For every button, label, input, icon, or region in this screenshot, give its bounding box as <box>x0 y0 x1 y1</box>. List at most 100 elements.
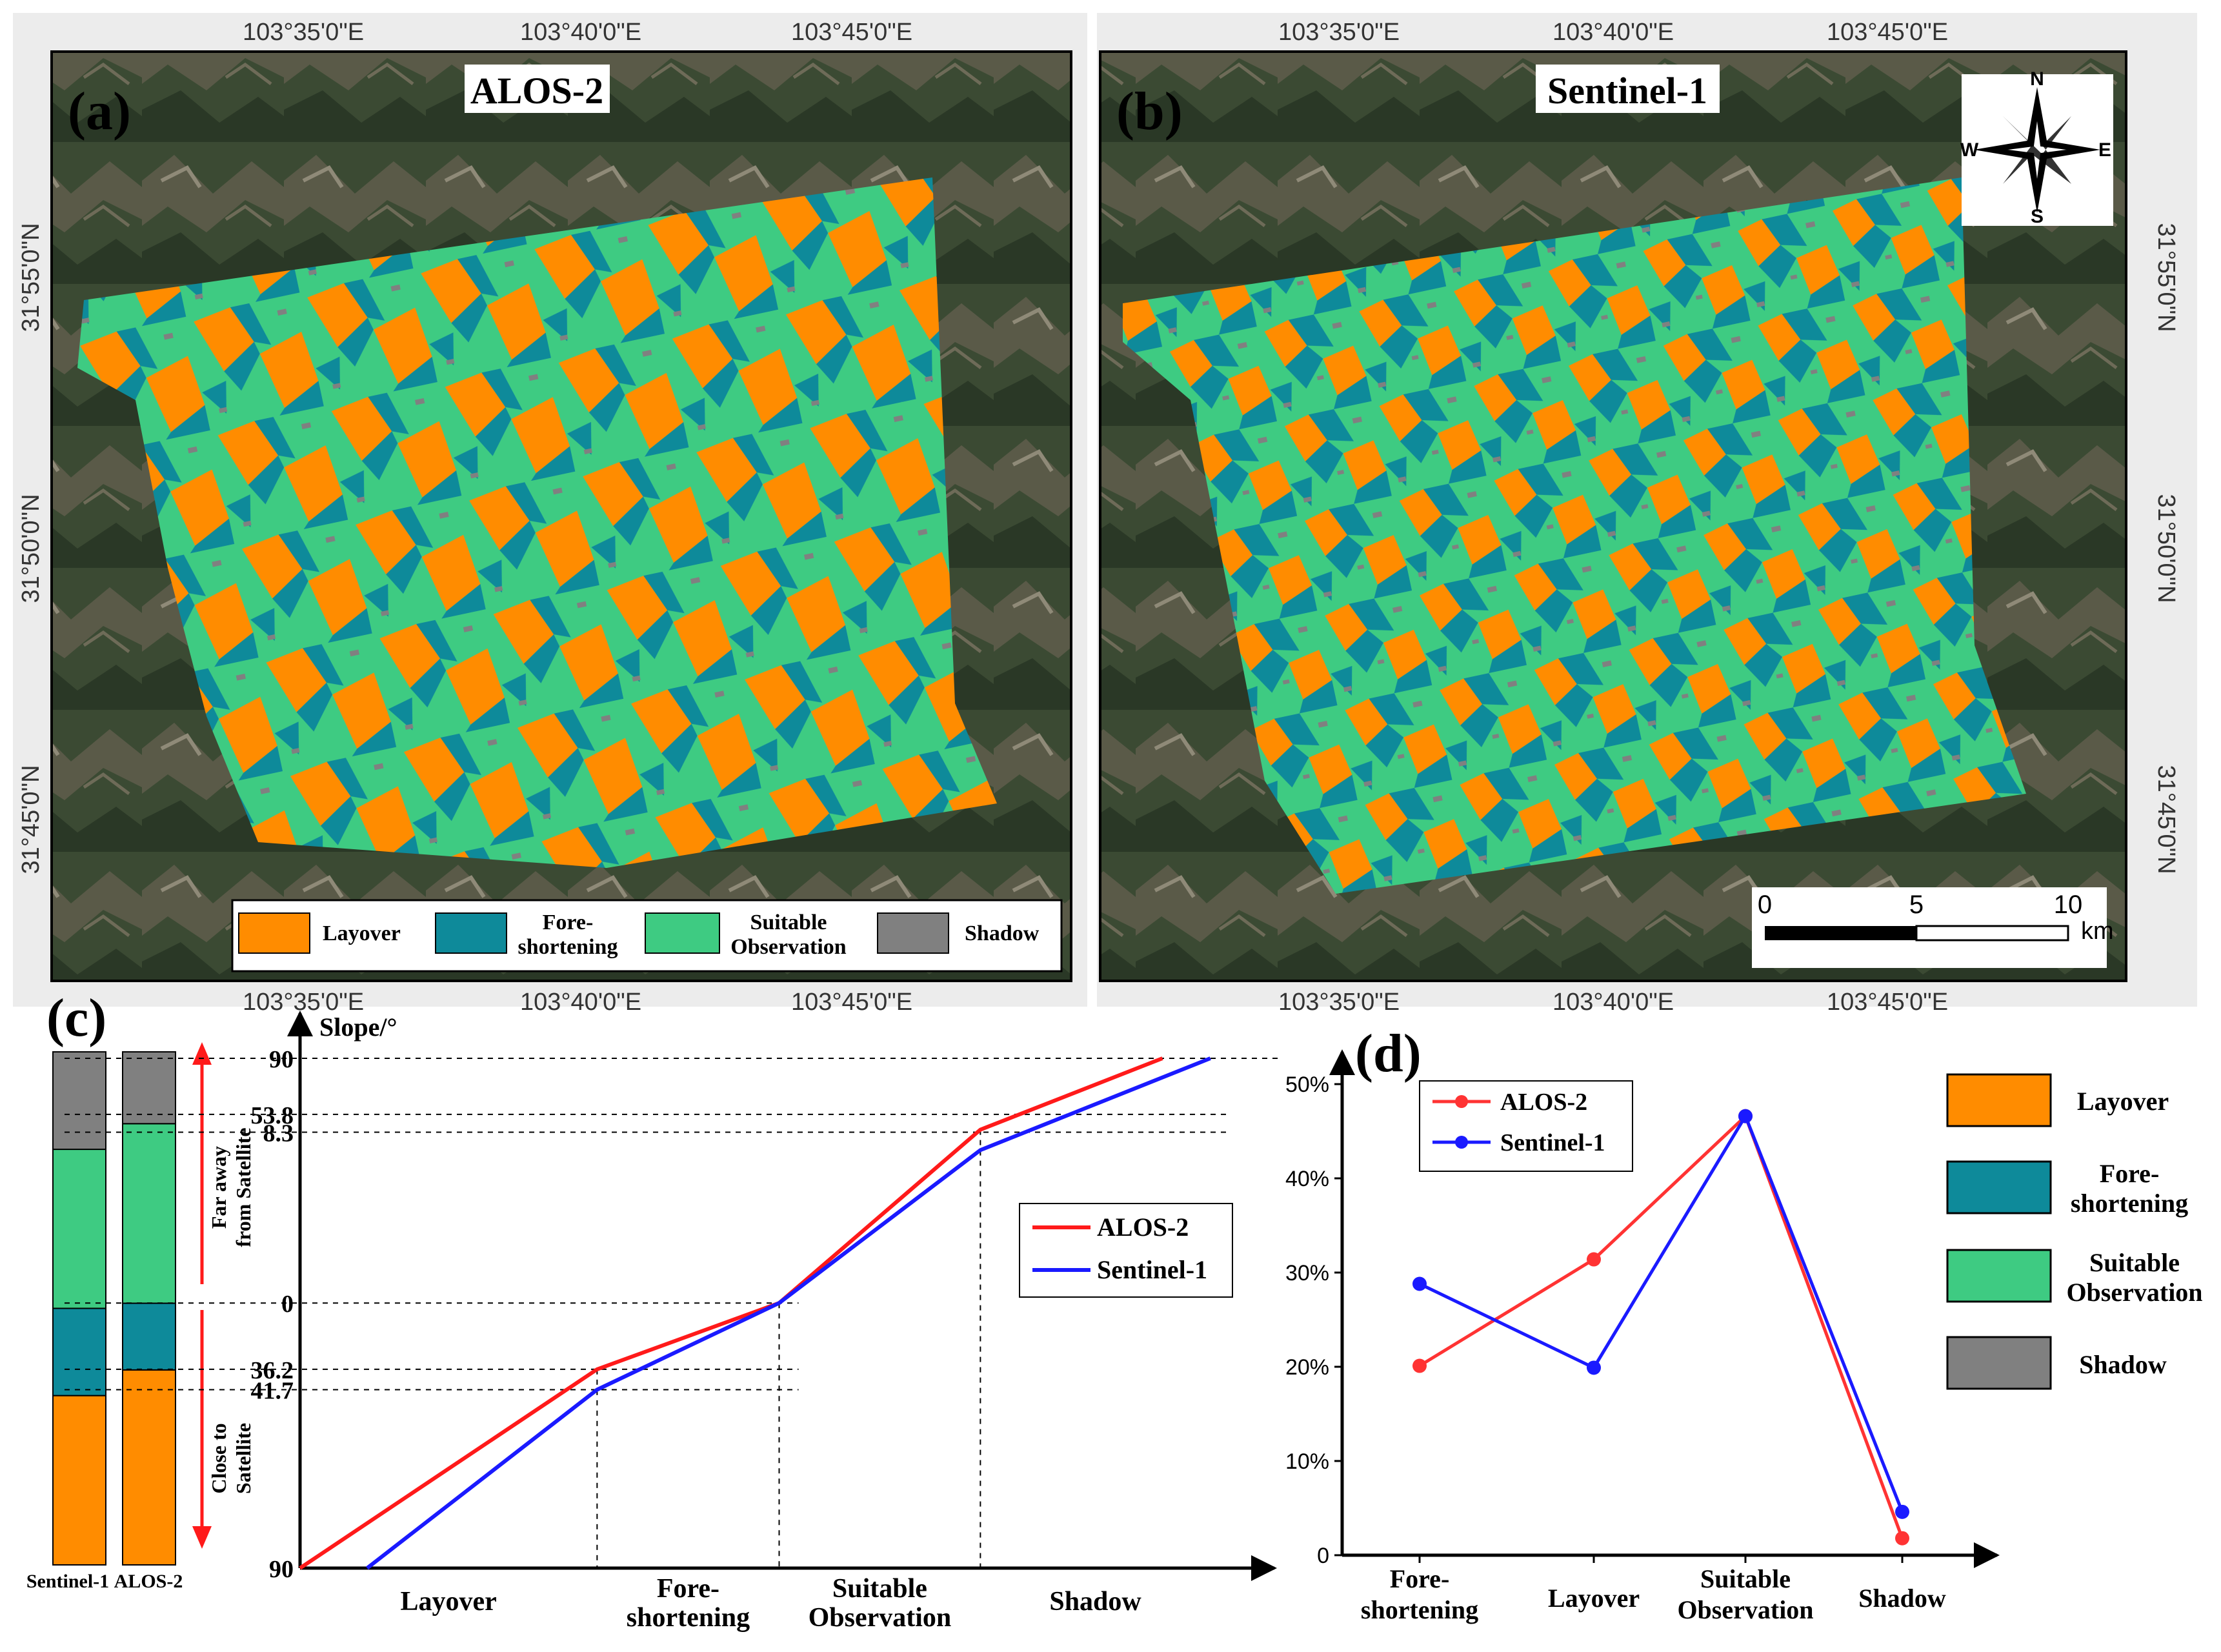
c-legend-label-sentinel1: Sentinel-1 <box>1097 1255 1207 1284</box>
c-legend-label-alos2: ALOS-2 <box>1097 1213 1189 1242</box>
d-x-category-label: Layover <box>1548 1584 1640 1613</box>
tick-label: 103°40'0"E <box>520 19 641 46</box>
bar-segment-shadow-0 <box>52 1051 106 1151</box>
panel-b-letter: (b) <box>1116 81 1183 141</box>
panel-a-classification <box>77 177 997 868</box>
c-series-line-sentinel-1 <box>366 1056 1211 1570</box>
panel-b: (b) Sentinel-1 N S E W 0 5 10 km 103°35'… <box>1097 13 2197 1016</box>
scalebar-black <box>1765 926 1916 940</box>
panel-b-title-box <box>1536 65 1720 113</box>
d-lines <box>1412 1109 1909 1546</box>
d-class-legend: Layover Fore-shortening Suitable Observat… <box>1946 1073 2203 1390</box>
c-series-line-alos-2 <box>299 1056 1163 1570</box>
bar-segment-shadow-1 <box>122 1051 176 1125</box>
d-class-swatch-shadow <box>1946 1336 2052 1390</box>
legend-label-foreshortening: Fore-shortening <box>518 911 618 959</box>
bar-segment-layover-0 <box>52 1395 106 1566</box>
c-y-tick-label: 90 <box>269 1556 294 1583</box>
d-y-tick-label: 10% <box>1285 1449 1329 1474</box>
label-line: Close to <box>207 1423 230 1493</box>
d-legend-marker-alos2 <box>1455 1095 1468 1108</box>
panel-b-bottom-ticks: 103°35'0"E 103°40'0"E 103°45'0"E <box>1278 989 1948 1016</box>
panel-d: (d) 010%20%30%40%50% Fore-shortening Layo… <box>1285 1023 2203 1624</box>
legend-label-suitable: Suitable Observation <box>730 911 847 959</box>
arrow-near-head <box>192 1526 212 1549</box>
d-y-tick-label: 0 <box>1317 1544 1329 1568</box>
tick-label: 103°35'0"E <box>243 989 364 1016</box>
c-y-tick-label: 90 <box>269 1046 294 1073</box>
d-legend: ALOS-2 Sentinel-1 <box>1419 1080 1633 1172</box>
c-legend: ALOS-2 Sentinel-1 <box>1019 1203 1233 1298</box>
d-x-category-label: shortening <box>1361 1595 1478 1624</box>
d-legend-label-alos2: ALOS-2 <box>1500 1089 1587 1116</box>
c-y-tick-label: 8.3 <box>263 1120 294 1147</box>
label-far-from-satellite: Far awayfrom Satellite <box>207 1127 255 1247</box>
d-class-swatch-suitable <box>1946 1249 2052 1303</box>
tick-label: 103°35'0"E <box>1278 989 1400 1016</box>
arrow-far-head <box>192 1042 212 1065</box>
legend-line: Fore- <box>2100 1159 2160 1188</box>
panel-c-letter: (c) <box>46 988 106 1048</box>
label-line: Far away <box>207 1146 230 1229</box>
panel-a-left-ticks: 31°55'0"N 31°50'0"N 31°45'0"N <box>17 223 45 874</box>
tick-label: 103°45'0"E <box>1827 19 1948 46</box>
d-point-sentinel-1 <box>1412 1276 1427 1291</box>
d-point-sentinel-1 <box>1738 1109 1753 1123</box>
bar-segment-layover-1 <box>122 1369 176 1566</box>
tick-label: 31°50'0"N <box>17 494 45 603</box>
c-x-categories: Layover Fore-shortening SuitableObservatio… <box>401 1574 1142 1633</box>
panel-b-right-ticks: 31°55'0"N 31°50'0"N 31°45'0"N <box>2153 223 2180 874</box>
bar-label-alos2: ALOS-2 <box>114 1571 183 1592</box>
stacked-bars <box>52 1051 176 1566</box>
tick-label: 103°45'0"E <box>791 989 912 1016</box>
legend-line: Observation <box>2066 1278 2202 1307</box>
c-y-tick-label: 41.7 <box>251 1378 294 1405</box>
d-y-ticks: 0 10% 20% 30% 40% 50% <box>1285 1073 1342 1568</box>
tick-label: 31°45'0"N <box>2153 765 2180 874</box>
panel-a-title: ALOS-2 <box>470 70 603 112</box>
panel-b-title: Sentinel-1 <box>1547 70 1707 112</box>
d-y-tick-label: 20% <box>1285 1355 1329 1380</box>
c-y-tick-label: 0 <box>281 1291 294 1318</box>
tick-label: 103°45'0"E <box>791 19 912 46</box>
d-class-swatch-foreshortening <box>1946 1160 2052 1214</box>
c-guides <box>65 1058 1278 1568</box>
legend-line: Suitable <box>2089 1248 2180 1277</box>
c-x-category-label: Shadow <box>1049 1587 1141 1617</box>
label-close-to-satellite: Close toSatellite <box>207 1423 255 1494</box>
scalebar-tick: 5 <box>1909 891 1924 919</box>
label-line: Satellite <box>232 1423 255 1494</box>
d-x-category-label: Suitable <box>1700 1564 1791 1593</box>
d-legend-box <box>1419 1080 1633 1172</box>
tick-label: 31°50'0"N <box>2153 494 2180 603</box>
d-x-categories: Fore-shortening Layover SuitableObservatio… <box>1361 1555 1946 1624</box>
d-class-swatch-layover <box>1946 1073 2052 1127</box>
d-class-label-suitable: Suitable Observation <box>2066 1248 2202 1307</box>
legend-swatch-foreshortening <box>435 912 507 954</box>
d-point-sentinel-1 <box>1895 1504 1909 1519</box>
panel-a-bottom-ticks: 103°35'0"E 103°40'0"E 103°45'0"E <box>243 989 912 1016</box>
c-x-category-label: Fore- <box>657 1574 719 1604</box>
d-y-tick-label: 40% <box>1285 1167 1329 1191</box>
tick-label: 31°45'0"N <box>17 765 45 874</box>
d-point-sentinel-1 <box>1587 1360 1601 1375</box>
panel-a-top-ticks: 103°35'0"E 103°40'0"E 103°45'0"E <box>243 19 912 46</box>
map-legend: Layover Fore-shortening Suitable Observat… <box>231 899 1063 972</box>
legend-line: shortening <box>2071 1189 2188 1218</box>
c-x-category-label: shortening <box>627 1603 750 1633</box>
bar-segment-suitable-observation-0 <box>52 1149 106 1309</box>
panel-c: (c) Sentinel-1 ALOS-2 Far awayfrom Satel… <box>26 988 1278 1633</box>
c-x-category-label: Suitable <box>832 1574 927 1604</box>
bar-label-sentinel1: Sentinel-1 <box>26 1571 109 1592</box>
c-y-tick-label: 36.2 <box>251 1357 294 1384</box>
d-y-tick-label: 30% <box>1285 1261 1329 1285</box>
d-class-label-shadow: Shadow <box>2079 1350 2167 1379</box>
tick-label: 103°40'0"E <box>520 989 641 1016</box>
tick-label: 103°40'0"E <box>1553 19 1674 46</box>
c-y-tick-label: 53.8 <box>251 1102 294 1129</box>
legend-swatch-layover <box>238 912 310 954</box>
d-legend-label-sentinel1: Sentinel-1 <box>1500 1129 1605 1156</box>
bar-segment-fore-shortening-0 <box>52 1307 106 1396</box>
d-point-alos-2 <box>1895 1531 1909 1546</box>
